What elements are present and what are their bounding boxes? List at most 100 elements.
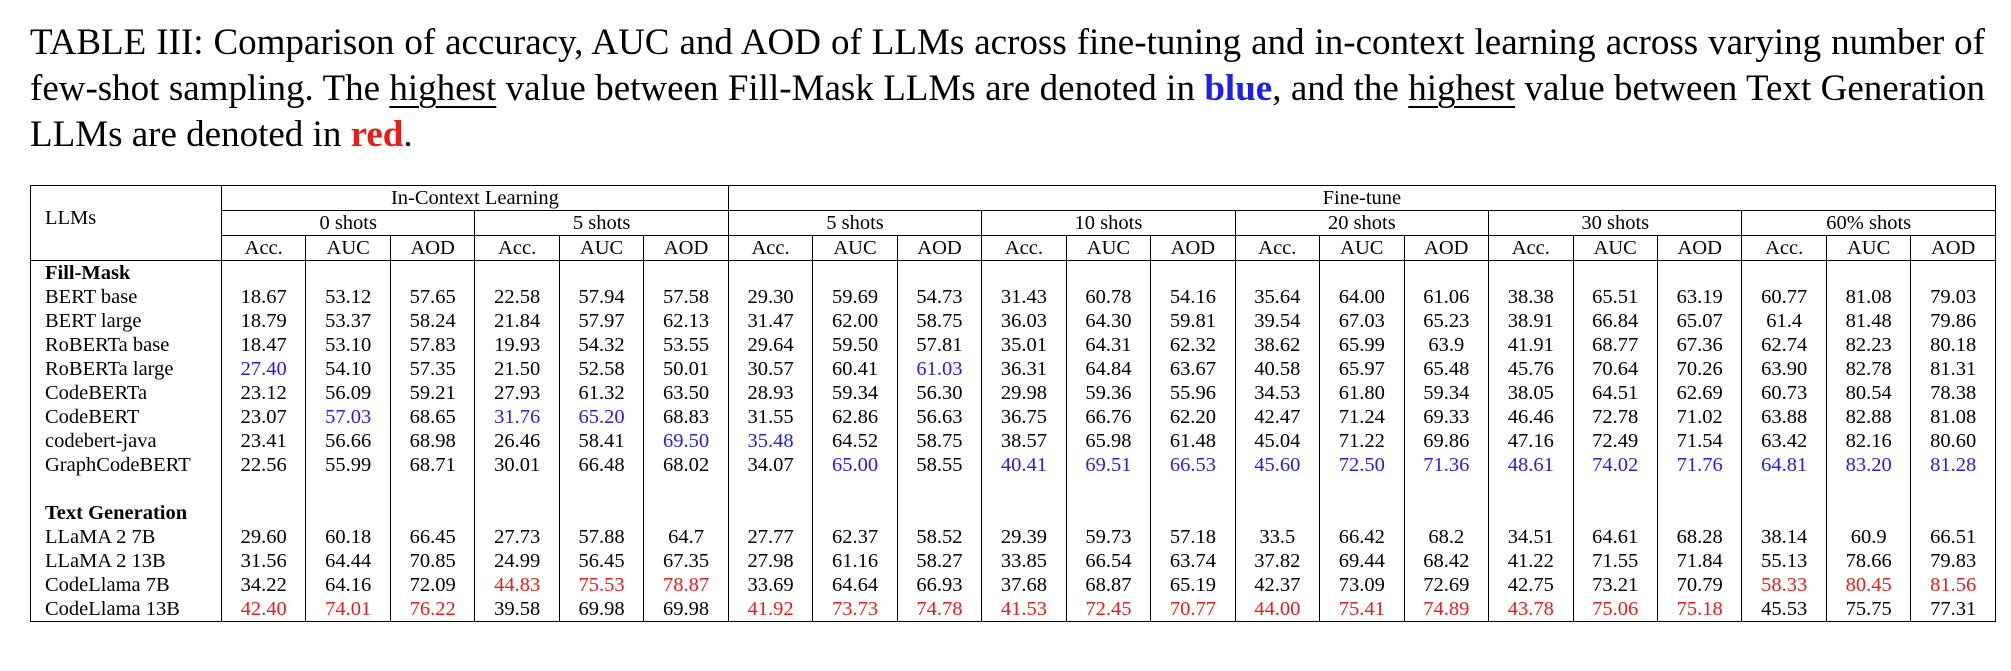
- table-cell: 82.23: [1825, 333, 1911, 357]
- table-cell: 70.64: [1572, 357, 1658, 381]
- table-row: CodeBERT 23.07 57.03 68.65 31.76 65.20 68.83 31…: [31, 405, 1996, 429]
- table-cell: 43.78: [1488, 597, 1573, 622]
- table-cell: 41.91: [1488, 333, 1573, 357]
- caption-text-2: value between Fill-Mask LLMs are denoted…: [496, 68, 1205, 109]
- table-cell: 69.86: [1403, 429, 1489, 453]
- header-metric: AUC: [1065, 235, 1151, 261]
- table-cell: 63.19: [1656, 285, 1742, 309]
- table-cell: 36.31: [981, 357, 1067, 381]
- table-cell: 56.45: [558, 549, 644, 573]
- table-cell: 63.88: [1741, 405, 1827, 429]
- table-cell: 80.45: [1825, 573, 1911, 597]
- table-cell: 36.03: [981, 309, 1067, 333]
- table-cell: 79.83: [1910, 549, 1996, 573]
- table-cell: 21.50: [474, 357, 560, 381]
- table-cell: 59.21: [389, 381, 475, 405]
- table-cell: 82.88: [1825, 405, 1911, 429]
- section-title: Fill-Mask: [45, 262, 131, 284]
- table-cell: 64.84: [1065, 357, 1151, 381]
- table-cell: 53.10: [305, 333, 391, 357]
- header-metric: AOD: [1656, 235, 1742, 261]
- table-cell: 65.99: [1319, 333, 1405, 357]
- caption-text-3: , and the: [1272, 68, 1409, 109]
- table-cell: 66.42: [1319, 525, 1405, 549]
- table-cell: 64.44: [305, 549, 391, 573]
- model-name: RoBERTa large: [45, 358, 174, 380]
- table-cell: 65.20: [558, 405, 644, 429]
- table-cell: 61.4: [1741, 309, 1827, 333]
- table-cell: 70.85: [389, 549, 475, 573]
- model-name: CodeBERT: [45, 406, 140, 428]
- table-cell: 38.38: [1488, 285, 1573, 309]
- table-cell: 27.77: [727, 525, 813, 549]
- table-cell: 50.01: [643, 357, 729, 381]
- header-metric: Acc.: [981, 235, 1067, 261]
- table-cell: 36.75: [981, 405, 1067, 429]
- table-cell: 69.44: [1319, 549, 1405, 573]
- table-cell: 80.54: [1825, 381, 1911, 405]
- table-cell: 40.58: [1234, 357, 1320, 381]
- table-cell: 31.47: [727, 309, 813, 333]
- table-cell: 38.14: [1741, 525, 1827, 549]
- model-name: CodeBERTa: [45, 382, 148, 404]
- table-cell: 39.58: [474, 597, 560, 622]
- table-cell: 30.01: [474, 453, 560, 477]
- table-cell: 63.50: [643, 381, 729, 405]
- table-cell: 69.51: [1065, 453, 1151, 477]
- table-body: Fill-Mask BERT base 18.67 53.12 57.65 22.58 57…: [31, 260, 1996, 622]
- table-cell: 75.18: [1656, 597, 1742, 622]
- table-cell: 71.36: [1403, 453, 1489, 477]
- table-cell: 59.34: [812, 381, 898, 405]
- header-metric: AUC: [305, 235, 391, 261]
- table-cell: 70.79: [1656, 573, 1742, 597]
- table-cell: 35.01: [981, 333, 1067, 357]
- header-metric: AUC: [812, 235, 898, 261]
- header-metric: Acc.: [474, 235, 560, 261]
- model-name: LLaMA 2 7B: [45, 526, 156, 548]
- header-metric: Acc.: [220, 235, 306, 261]
- table-cell: 45.76: [1488, 357, 1573, 381]
- table-cell: 33.5: [1234, 525, 1320, 549]
- table-cell: 82.16: [1825, 429, 1911, 453]
- table-cell: 48.61: [1488, 453, 1573, 477]
- table-cell: 61.16: [812, 549, 898, 573]
- table-cell: 72.78: [1572, 405, 1658, 429]
- table-cell: 58.75: [896, 309, 982, 333]
- caption-text-4: value between Text Generation LLMs are d…: [30, 68, 1986, 155]
- table-cell: 66.48: [558, 453, 644, 477]
- table-cell: 41.92: [727, 597, 813, 622]
- table-row: LLaMA 2 7B 29.60 60.18 66.45 27.73 57.88 64.7 2…: [31, 525, 1996, 549]
- table-cell: 69.33: [1403, 405, 1489, 429]
- table-cell: 40.41: [981, 453, 1067, 477]
- table-cell: 76.22: [389, 597, 475, 622]
- table-cell: 23.12: [220, 381, 306, 405]
- table-cell: 31.55: [727, 405, 813, 429]
- table-cell: 63.42: [1741, 429, 1827, 453]
- table-cell: 73.09: [1319, 573, 1405, 597]
- table-cell: 57.97: [558, 309, 644, 333]
- header-metric: Acc.: [1741, 235, 1827, 261]
- table-cell: 64.52: [812, 429, 898, 453]
- header-shot-group: 5 shots: [474, 210, 729, 236]
- table-cell: 68.02: [643, 453, 729, 477]
- table-cell: 58.24: [389, 309, 475, 333]
- header-shot-group: 5 shots: [727, 210, 982, 236]
- table-cell: 66.84: [1572, 309, 1658, 333]
- header-shot-group: 60% shots: [1741, 210, 1996, 236]
- table-cell: 62.13: [643, 309, 729, 333]
- table-cell: 34.53: [1234, 381, 1320, 405]
- table-cell: 38.05: [1488, 381, 1573, 405]
- table-cell: 27.93: [474, 381, 560, 405]
- table-cell: 26.46: [474, 429, 560, 453]
- table-row: GraphCodeBERT 22.56 55.99 68.71 30.01 66.48 68…: [31, 453, 1996, 477]
- table-cell: 69.98: [643, 597, 729, 622]
- table-cell: 66.76: [1065, 405, 1151, 429]
- table-cell: 74.02: [1572, 453, 1658, 477]
- table-cell: 70.77: [1150, 597, 1236, 622]
- table-cell: 59.73: [1065, 525, 1151, 549]
- table-cell: 65.97: [1319, 357, 1405, 381]
- table-cell: 54.16: [1150, 285, 1236, 309]
- table-cell: 59.50: [812, 333, 898, 357]
- table-cell: 65.23: [1403, 309, 1489, 333]
- header-metric: AOD: [1910, 235, 1996, 261]
